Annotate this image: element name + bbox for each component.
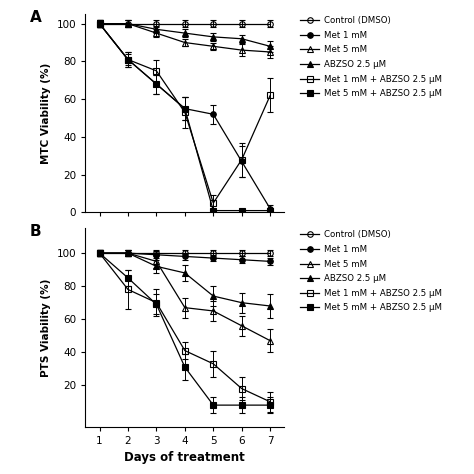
Y-axis label: PTS Viability (%): PTS Viability (%) — [41, 278, 51, 377]
Text: B: B — [29, 224, 41, 239]
Legend: Control (DMSO), Met 1 mM, Met 5 mM, ABZSO 2.5 μM, Met 1 mM + ABZSO 2.5 μM, Met 5: Control (DMSO), Met 1 mM, Met 5 mM, ABZS… — [299, 15, 443, 100]
Y-axis label: MTC Viability (%): MTC Viability (%) — [41, 63, 51, 164]
Legend: Control (DMSO), Met 1 mM, Met 5 mM, ABZSO 2.5 μM, Met 1 mM + ABZSO 2.5 μM, Met 5: Control (DMSO), Met 1 mM, Met 5 mM, ABZS… — [299, 228, 443, 314]
X-axis label: Days of treatment: Days of treatment — [125, 451, 245, 464]
Text: A: A — [29, 10, 41, 25]
